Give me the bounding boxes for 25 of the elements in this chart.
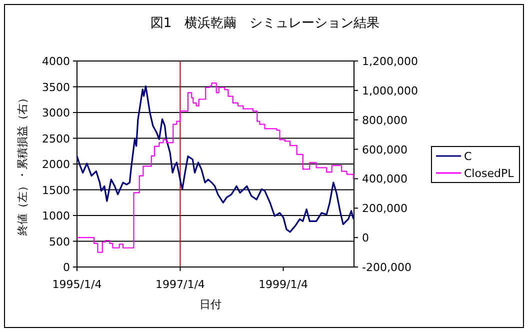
y2-tick-label: 400,000	[362, 172, 408, 186]
y-tick-label: 0	[63, 261, 70, 274]
y-tick-label: 1500	[42, 184, 70, 197]
y-tick-label: 1000	[42, 210, 70, 222]
y-tick-label: 3000	[42, 106, 70, 120]
y-tick-label: 2000	[42, 158, 70, 171]
x-tick-label: 1999/1/4	[258, 278, 308, 291]
y2-tick-label: 600,000	[362, 143, 408, 156]
y-tick-label: 2500	[42, 132, 70, 146]
y-tick-label: 500	[49, 235, 70, 248]
x-tick-label: 1995/1/4	[52, 278, 102, 291]
y2-tick-label: -200,000	[362, 261, 412, 274]
y2-tick-label: 1,000,000	[362, 84, 418, 98]
y2-tick-label: 0	[362, 232, 369, 245]
y2-tick-label: 800,000	[362, 114, 408, 127]
y-tick-label: 3500	[42, 80, 70, 94]
y-axis-title: 終値（左）・累積損益（右）	[16, 92, 29, 236]
y-tick-label: 4000	[42, 55, 70, 68]
legend-label: ClosedPL	[464, 167, 515, 180]
y2-tick-label: 200,000	[362, 202, 408, 216]
x-tick-label: 1997/1/4	[156, 278, 205, 291]
legend-label: C	[464, 150, 472, 163]
chart-title: 図1 横浜乾繭 シミュレーション結果	[150, 16, 380, 31]
y2-tick-label: 1,200,000	[362, 55, 418, 68]
x-axis-title: 日付	[200, 298, 222, 311]
